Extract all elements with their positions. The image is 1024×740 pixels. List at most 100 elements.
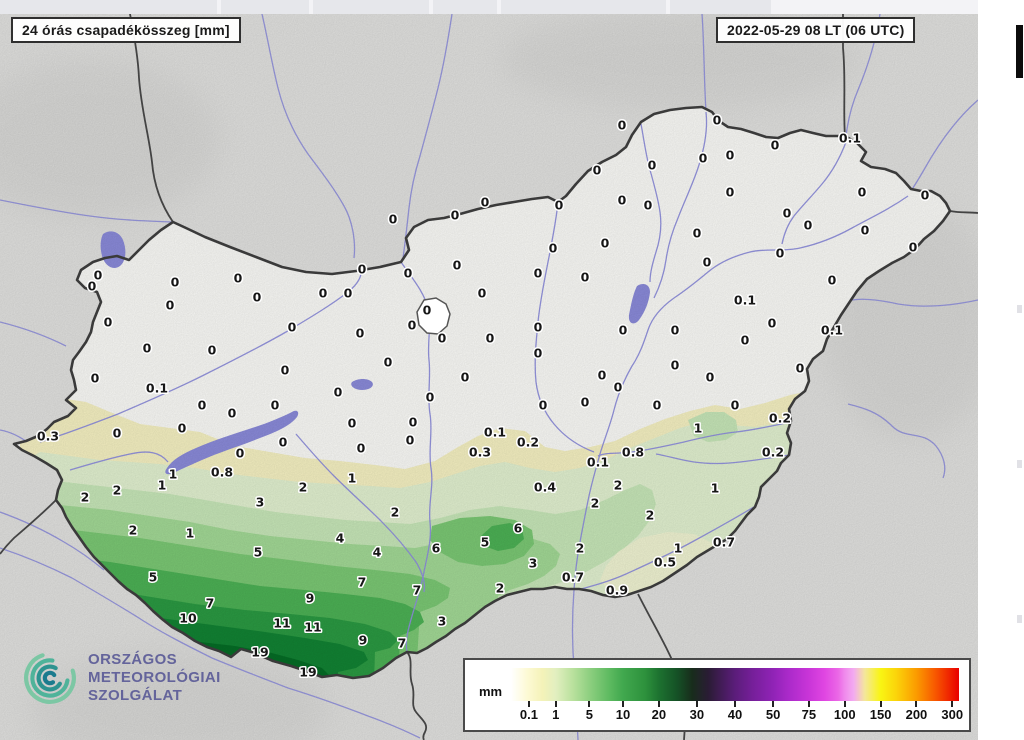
legend-tick-label: 40: [727, 707, 743, 722]
station-value: 0: [861, 223, 870, 238]
station-value: 4: [336, 531, 345, 546]
station-value: 0: [644, 198, 653, 213]
legend-tick-mark: [622, 701, 624, 707]
station-value: 0: [648, 158, 657, 173]
scrollbar-mark: [1017, 460, 1022, 468]
legend-tick-label: 5: [585, 707, 594, 722]
browser-tab-edge[interactable]: [433, 0, 497, 14]
station-value: 0.8: [211, 465, 233, 480]
station-value: 0: [334, 385, 343, 400]
legend-tick-label: 10: [615, 707, 631, 722]
station-value: 0: [828, 273, 837, 288]
legend-tick-mark: [588, 701, 591, 707]
station-value: 0: [539, 398, 548, 413]
station-value: 0: [796, 361, 805, 376]
station-value: 6: [514, 521, 523, 536]
station-value: 11: [304, 620, 321, 635]
station-value: 0: [461, 370, 470, 385]
station-value: 0.1: [146, 381, 168, 396]
station-value: 0.1: [734, 293, 756, 308]
station-value: 0: [143, 341, 152, 356]
station-value: 10: [179, 611, 197, 626]
station-value: 0: [91, 371, 100, 386]
station-value: 0: [481, 195, 490, 210]
station-value: 0: [88, 279, 97, 294]
station-value: 7: [206, 596, 215, 611]
station-value: 0: [741, 333, 750, 348]
station-value: 0.1: [839, 131, 861, 146]
station-value: 0: [703, 255, 712, 270]
browser-tab-edge[interactable]: [313, 0, 429, 14]
scrollbar-thumb[interactable]: [1016, 25, 1023, 78]
station-value: 0: [534, 346, 543, 361]
station-value: 0: [909, 240, 918, 255]
station-value: 1: [348, 471, 357, 486]
station-value: 0: [534, 320, 543, 335]
station-value: 1: [711, 481, 720, 496]
station-value: 0.1: [484, 425, 506, 440]
browser-tab-edge[interactable]: [501, 0, 666, 14]
station-value: 0: [726, 148, 735, 163]
legend-tick-label: 0.1: [519, 707, 538, 722]
station-value: 11: [273, 616, 290, 631]
station-value: 2: [81, 490, 90, 505]
station-value: 0: [319, 286, 328, 301]
station-value: 0: [653, 398, 662, 413]
legend-tick-label: 150: [869, 707, 892, 722]
hungary-precipitation-map: 0 0 0 0 0 0 0.1 0 0 0 0 0 0 0 0 0 0 0 0 0 0 0 0 0 0 0 0 0.1 0 0 0.1 0 0 0…: [0, 14, 978, 740]
station-value: 0.7: [562, 570, 584, 585]
station-value: 0: [534, 266, 543, 281]
station-value: 0.1: [821, 323, 843, 338]
station-value: 0: [358, 262, 367, 277]
terrain-texture: [0, 14, 978, 740]
station-value: 0: [731, 398, 740, 413]
station-value: 0: [693, 226, 702, 241]
station-value: 0: [166, 298, 175, 313]
station-value: 19: [299, 665, 316, 680]
legend-tick-mark: [695, 701, 698, 707]
browser-tab-edge[interactable]: [221, 0, 309, 14]
station-value: 0.9: [606, 583, 628, 598]
station-value: 0: [384, 355, 393, 370]
station-value: 0: [356, 326, 365, 341]
scrollbar-mark: [1017, 615, 1022, 623]
browser-tab-edge[interactable]: [0, 0, 217, 14]
station-value: 4: [373, 545, 382, 560]
station-value: 0.1: [587, 455, 609, 470]
station-value: 0.5: [654, 555, 676, 570]
logo-line: ORSZÁGOS: [88, 651, 178, 668]
station-value: 2: [646, 508, 655, 523]
station-value: 0: [671, 358, 680, 373]
station-value: 0: [271, 398, 280, 413]
station-value: 0: [408, 318, 417, 333]
station-value: 0: [279, 435, 288, 450]
station-value: 0.4: [534, 480, 556, 495]
station-value: 0: [671, 323, 680, 338]
station-value: 0: [171, 275, 180, 290]
station-value: 0: [598, 368, 607, 383]
station-value: 0: [198, 398, 207, 413]
station-value: 0: [771, 138, 780, 153]
station-value: 0: [776, 246, 785, 261]
station-value: 0.2: [517, 435, 539, 450]
station-value: 19: [251, 645, 268, 660]
station-value: 0: [713, 113, 722, 128]
station-value: 0: [593, 163, 602, 178]
legend-tick-mark: [734, 701, 736, 707]
station-value: 0: [549, 241, 558, 256]
station-value: 1: [694, 421, 703, 436]
station-value: 0: [804, 218, 813, 233]
logo-line: METEOROLÓGIAI: [88, 669, 221, 686]
browser-tab-edge[interactable]: [670, 0, 771, 14]
legend-tick-label: 1: [552, 707, 560, 722]
legend-tick-mark: [879, 701, 882, 707]
station-value: 7: [358, 575, 367, 590]
scrollbar-track[interactable]: [978, 0, 1024, 740]
station-value: 0: [426, 390, 435, 405]
legend-color-bar: [511, 668, 959, 701]
station-value: 0: [601, 236, 610, 251]
station-value: 0: [253, 290, 262, 305]
legend-tick-label: 300: [941, 707, 964, 722]
legend-tick-label: 200: [905, 707, 928, 722]
